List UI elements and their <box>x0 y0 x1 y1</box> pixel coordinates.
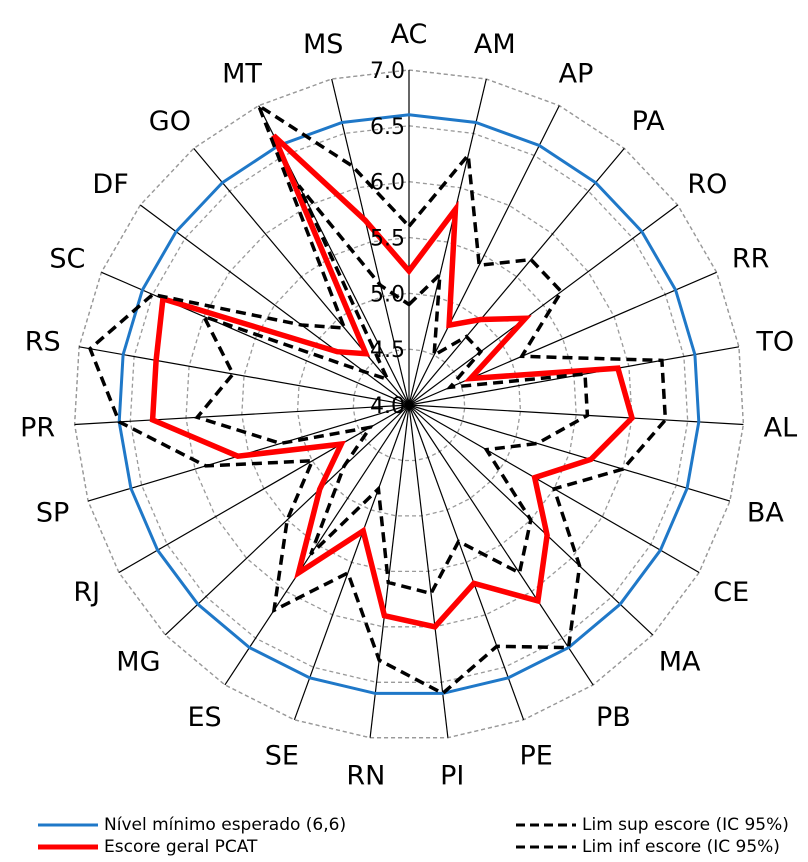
grid-ring-3 <box>241 236 577 573</box>
series-line-upper-limit <box>88 101 668 696</box>
legend-label-lower-limit: Lim inf escore (IC 95%) <box>582 837 780 857</box>
spoke-al <box>408 404 744 426</box>
category-label-al: AL <box>764 413 798 444</box>
legend-label-upper-limit: Lim sup escore (IC 95%) <box>582 815 789 835</box>
spoke-pe <box>408 404 525 721</box>
legend-label-minimum-level: Nível mínimo esperado (6,6) <box>104 815 347 835</box>
spoke-ap <box>408 105 560 406</box>
legend-swatch-lower-limit <box>516 845 576 849</box>
category-label-ce: CE <box>713 577 749 608</box>
radial-tick-label: 6.5 <box>370 115 405 140</box>
category-label-sc: SC <box>49 244 85 275</box>
category-label-pr: PR <box>20 413 55 444</box>
legend-item-pcat-score: Escore geral PCAT <box>38 837 257 857</box>
category-label-ac: AC <box>391 19 428 50</box>
series-line-pcat-score <box>149 133 636 630</box>
category-label-ma: MA <box>659 646 701 677</box>
series-line-minimum-level <box>117 113 701 695</box>
spoke-pi <box>408 404 449 738</box>
series-line-lower-limit <box>194 184 590 596</box>
legend-label-pcat-score: Escore geral PCAT <box>104 837 258 857</box>
category-label-es: ES <box>187 702 221 733</box>
legend-swatch-upper-limit <box>516 823 576 827</box>
category-label-ap: AP <box>559 59 594 90</box>
category-label-rj: RJ <box>73 577 100 608</box>
spoke-rj <box>118 404 410 574</box>
spoke-pb <box>408 404 594 686</box>
spoke-rn <box>369 404 410 738</box>
radial-tick-label: 6.0 <box>370 171 405 196</box>
legend-item-lower-limit: Lim inf escore (IC 95%) <box>516 837 780 857</box>
category-label-rr: RR <box>732 244 770 275</box>
category-label-pa: PA <box>632 106 666 137</box>
spoke-se <box>293 404 410 721</box>
spoke-pa <box>408 148 625 406</box>
spoke-mg <box>164 404 410 636</box>
legend-item-minimum-level: Nível mínimo esperado (6,6) <box>38 815 346 835</box>
category-label-sp: SP <box>36 498 69 529</box>
category-label-rs: RS <box>25 326 61 357</box>
spoke-sc <box>101 271 410 406</box>
category-label-pb: PB <box>596 702 631 733</box>
grid-ring-5 <box>129 125 689 683</box>
radial-tick-label: 4.0 <box>370 394 405 419</box>
spoke-ro <box>408 204 679 406</box>
spoke-rr <box>408 271 717 406</box>
category-label-pe: PE <box>520 741 553 772</box>
spoke-es <box>224 404 410 686</box>
radial-tick-label: 7.0 <box>370 59 405 84</box>
category-label-to: TO <box>755 326 794 357</box>
category-label-se: SE <box>265 741 299 772</box>
spoke-go <box>193 148 410 406</box>
legend-swatch-pcat-score <box>38 844 98 850</box>
category-label-pi: PI <box>440 761 464 792</box>
spoke-am <box>408 78 487 406</box>
legend-item-upper-limit: Lim sup escore (IC 95%) <box>516 815 789 835</box>
grid-ring-outer <box>73 69 745 739</box>
grid-ring-4 <box>185 181 633 628</box>
category-label-df: DF <box>92 169 128 200</box>
category-label-ro: RO <box>687 169 727 200</box>
radial-tick-label: 5.0 <box>370 282 405 307</box>
spoke-ms <box>331 78 410 406</box>
grid-ring-2 <box>296 292 522 517</box>
category-label-mg: MG <box>116 646 160 677</box>
category-label-rn: RN <box>346 761 385 792</box>
category-label-am: AM <box>474 29 516 60</box>
category-label-mt: MT <box>222 59 262 90</box>
category-label-ba: BA <box>747 498 785 529</box>
category-label-go: GO <box>149 106 191 137</box>
radial-tick-label: 5.5 <box>370 227 405 252</box>
legend-swatch-minimum-level <box>38 823 98 827</box>
radial-tick-label: 4.5 <box>370 338 405 363</box>
spoke-pr <box>74 404 410 426</box>
category-label-ms: MS <box>303 29 343 60</box>
spoke-rs <box>78 346 410 406</box>
spoke-ba <box>408 404 731 502</box>
